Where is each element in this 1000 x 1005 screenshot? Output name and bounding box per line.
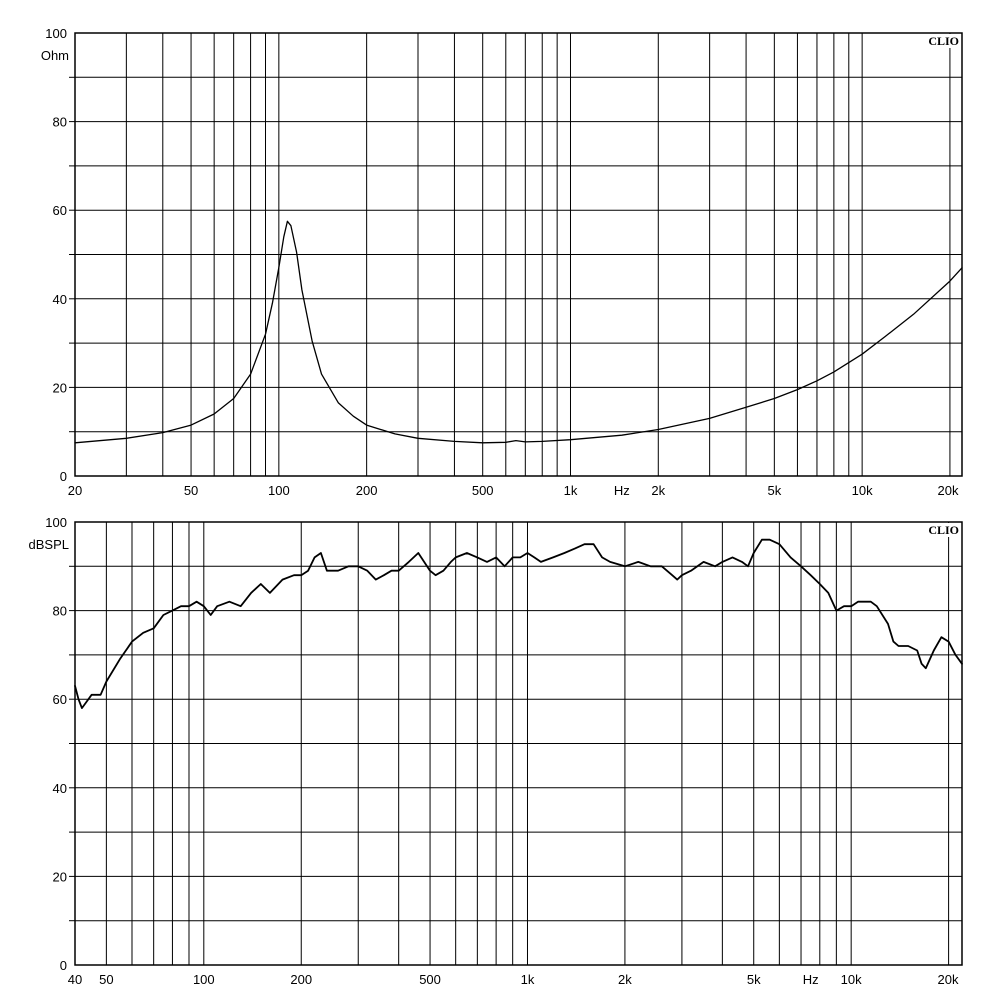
y-tick-label: 0 (60, 469, 67, 484)
clio-brand-mark: CLIO (928, 523, 959, 537)
y-tick-label: 60 (53, 203, 67, 218)
x-tick-label: 40 (68, 972, 82, 987)
x-tick-label: 5k (747, 972, 761, 987)
brand-backdrop (916, 523, 961, 537)
x-tick-label: 200 (290, 972, 312, 987)
brand-backdrop (916, 34, 961, 48)
x-tick-label: 500 (472, 483, 494, 498)
x-tick-label: 2k (618, 972, 632, 987)
y-tick-label: 100 (45, 26, 67, 41)
y-tick-label: 80 (53, 604, 67, 619)
x-tick-label: 20 (68, 483, 82, 498)
y-tick-label: 40 (53, 292, 67, 307)
x-tick-label: 5k (767, 483, 781, 498)
y-axis-unit-label: Ohm (41, 48, 69, 63)
x-tick-label: 10k (852, 483, 873, 498)
x-tick-label: 50 (184, 483, 198, 498)
x-tick-label: 20k (938, 483, 959, 498)
x-tick-label: 1k (564, 483, 578, 498)
x-axis-unit-label: Hz (803, 972, 819, 987)
x-tick-label: 1k (521, 972, 535, 987)
y-tick-label: 20 (53, 380, 67, 395)
x-tick-label: 100 (268, 483, 290, 498)
x-tick-label: 20k (938, 972, 959, 987)
y-tick-label: 60 (53, 692, 67, 707)
x-tick-label: 50 (99, 972, 113, 987)
y-tick-label: 100 (45, 515, 67, 530)
y-axis-unit-label: dBSPL (29, 537, 69, 552)
y-tick-label: 80 (53, 115, 67, 130)
x-tick-label: 2k (651, 483, 665, 498)
x-tick-label: 100 (193, 972, 215, 987)
x-axis-unit-label: Hz (614, 483, 630, 498)
clio-brand-mark: CLIO (928, 34, 959, 48)
impedance-curve (74, 220, 963, 444)
x-tick-label: 10k (841, 972, 862, 987)
y-tick-label: 0 (60, 958, 67, 973)
x-tick-label: 500 (419, 972, 441, 987)
spl-chart: 0 20 40 60 80 100 dBSPL 40 50 100 200 500 1k 2k 5k 10k 2… (29, 515, 963, 987)
x-tick-label: 200 (356, 483, 378, 498)
spl-curve (74, 538, 963, 709)
y-tick-label: 40 (53, 781, 67, 796)
y-tick-label: 20 (53, 869, 67, 884)
